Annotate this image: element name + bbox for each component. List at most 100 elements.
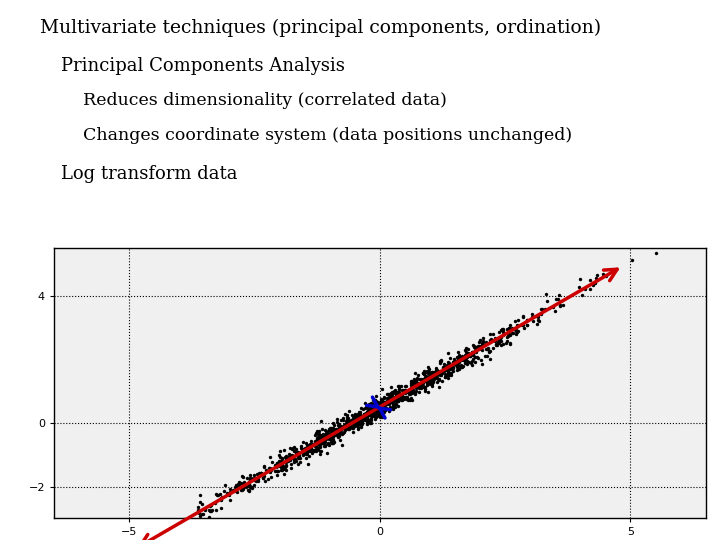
Point xyxy=(443,363,454,372)
Point xyxy=(233,483,244,491)
Point xyxy=(536,305,547,313)
Point xyxy=(423,378,434,387)
Point xyxy=(481,345,492,353)
Point xyxy=(387,400,399,409)
Point xyxy=(390,390,402,399)
Point xyxy=(431,373,442,381)
Point xyxy=(405,386,416,394)
Point xyxy=(320,429,332,438)
Point xyxy=(431,366,443,375)
Point xyxy=(391,388,402,397)
Point xyxy=(454,357,465,366)
Point xyxy=(426,373,438,381)
Point xyxy=(313,440,325,448)
Point xyxy=(438,367,450,376)
Point xyxy=(452,354,464,363)
Point xyxy=(446,364,457,373)
Point xyxy=(413,379,424,388)
Point xyxy=(356,423,367,431)
Point xyxy=(459,346,471,354)
Point xyxy=(431,377,443,386)
Point xyxy=(354,409,366,418)
Point xyxy=(310,438,321,447)
Point xyxy=(379,407,390,416)
Point xyxy=(372,403,383,412)
Point xyxy=(458,353,469,361)
Point xyxy=(314,427,325,436)
Point xyxy=(246,483,258,492)
Point xyxy=(315,442,326,451)
Point xyxy=(256,469,267,477)
Point xyxy=(371,409,382,417)
Point xyxy=(472,353,483,361)
Point xyxy=(361,414,372,423)
Point xyxy=(300,446,312,455)
Point xyxy=(244,483,256,491)
Point xyxy=(361,411,372,420)
Point xyxy=(406,377,418,386)
Point xyxy=(433,376,444,384)
Point xyxy=(418,370,430,379)
Point xyxy=(292,449,303,457)
Point xyxy=(377,411,388,420)
Point xyxy=(392,395,403,404)
Point xyxy=(373,401,384,409)
Point xyxy=(391,397,402,406)
Point xyxy=(276,455,287,463)
Point xyxy=(535,310,546,319)
Point xyxy=(427,377,438,386)
Point xyxy=(304,440,315,448)
Text: Multivariate techniques (principal components, ordination): Multivariate techniques (principal compo… xyxy=(40,19,600,37)
Point xyxy=(248,471,260,480)
Point xyxy=(225,484,236,493)
Point xyxy=(333,432,344,441)
Point xyxy=(244,475,256,484)
Point xyxy=(423,363,434,372)
Point xyxy=(366,400,378,409)
Point xyxy=(375,406,387,415)
Point xyxy=(385,398,397,407)
Point xyxy=(341,423,352,432)
Point xyxy=(387,388,398,396)
Point xyxy=(448,362,459,371)
Point xyxy=(332,427,343,435)
Point xyxy=(427,374,438,382)
Point xyxy=(355,410,366,419)
Point xyxy=(468,342,480,351)
Point xyxy=(194,491,205,500)
Point xyxy=(431,366,442,374)
Point xyxy=(462,358,473,367)
Point xyxy=(384,394,396,402)
Point xyxy=(288,455,300,464)
Point xyxy=(374,410,386,419)
Point xyxy=(340,420,351,428)
Point xyxy=(426,367,437,376)
Point xyxy=(415,380,426,389)
Point xyxy=(549,307,560,315)
Point xyxy=(440,362,451,371)
Point xyxy=(383,400,395,408)
Point xyxy=(250,476,261,485)
Point xyxy=(393,384,405,393)
Point xyxy=(293,451,305,460)
Point xyxy=(386,391,397,400)
Point xyxy=(390,399,401,408)
Point xyxy=(414,379,426,388)
Point xyxy=(351,411,363,420)
Point xyxy=(433,375,444,383)
Point xyxy=(424,372,436,381)
Point xyxy=(325,427,337,436)
Point xyxy=(467,340,478,349)
Point xyxy=(264,453,275,462)
Point xyxy=(314,450,325,458)
Point xyxy=(312,436,324,445)
Point xyxy=(364,410,375,418)
Point xyxy=(333,426,344,434)
Point xyxy=(355,420,366,428)
Point xyxy=(435,369,446,377)
Point xyxy=(310,429,322,438)
Point xyxy=(441,361,453,370)
Point xyxy=(319,431,330,440)
Point xyxy=(466,359,477,367)
Point xyxy=(426,380,437,388)
